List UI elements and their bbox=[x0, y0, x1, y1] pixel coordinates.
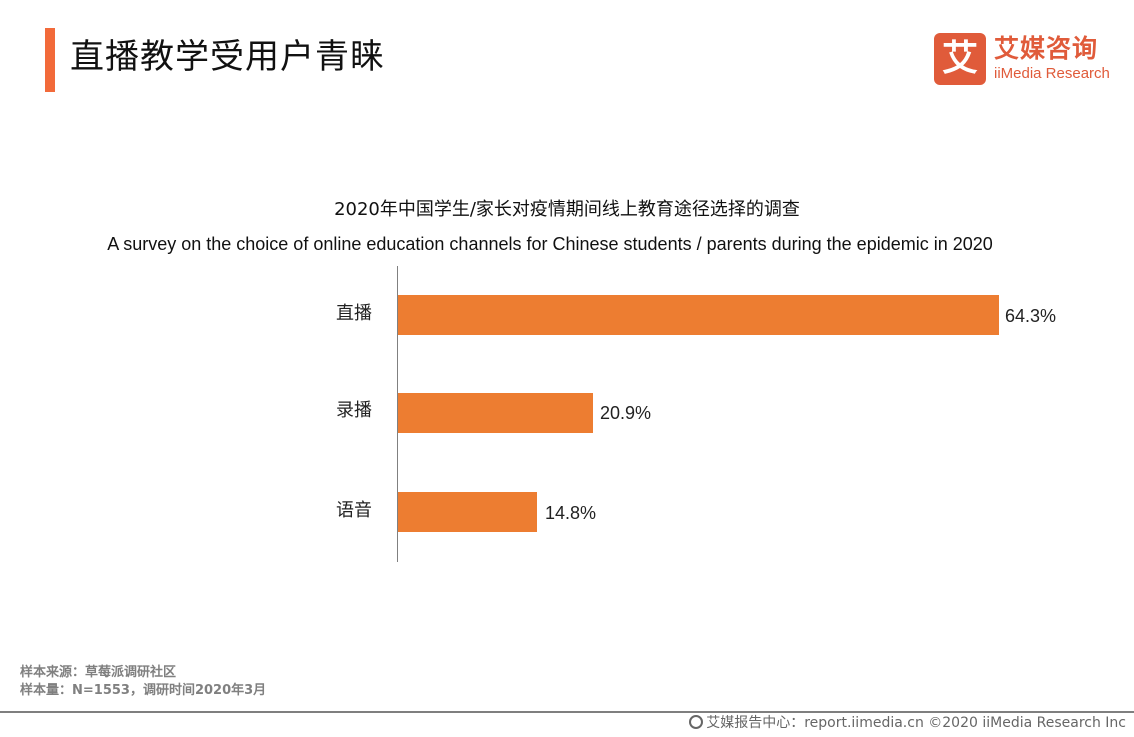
footer-divider bbox=[0, 711, 1134, 713]
footer-text: 艾媒报告中心：report.iimedia.cn ©2020 iiMedia R… bbox=[706, 715, 1126, 731]
value-label: 14.8% bbox=[545, 503, 597, 523]
sample-size: 样本量：N=1553，调研时间2020年3月 bbox=[20, 683, 267, 698]
category-label: 语音 bbox=[336, 500, 372, 521]
chart-title: 2020年中国学生/家长对疫情期间线上教育途径选择的调查 bbox=[334, 199, 800, 220]
category-label: 录播 bbox=[336, 400, 372, 421]
page-title: 直播教学受用户青睐 bbox=[70, 37, 385, 77]
footer: 艾媒报告中心：report.iimedia.cn ©2020 iiMedia R… bbox=[689, 714, 1126, 732]
bar-live bbox=[398, 295, 999, 335]
title-accent-bar bbox=[45, 28, 55, 92]
category-label: 直播 bbox=[336, 303, 372, 324]
value-label: 20.9% bbox=[600, 403, 652, 423]
bar-audio bbox=[398, 492, 537, 532]
logo-name-cn: 艾媒咨询 bbox=[994, 34, 1099, 63]
logo-name-en: iiMedia Research bbox=[994, 65, 1110, 82]
brand-logo: 艾 艾媒咨询 iiMedia Research bbox=[934, 33, 1114, 85]
y-axis-line bbox=[397, 266, 398, 562]
value-label: 64.3% bbox=[1005, 306, 1057, 326]
globe-icon bbox=[689, 715, 704, 729]
bar-recorded bbox=[398, 393, 593, 433]
chart-subtitle: A survey on the choice of online educati… bbox=[107, 234, 993, 254]
logo-mark-icon: 艾 bbox=[934, 33, 986, 85]
sample-source: 样本来源：草莓派调研社区 bbox=[20, 665, 177, 680]
